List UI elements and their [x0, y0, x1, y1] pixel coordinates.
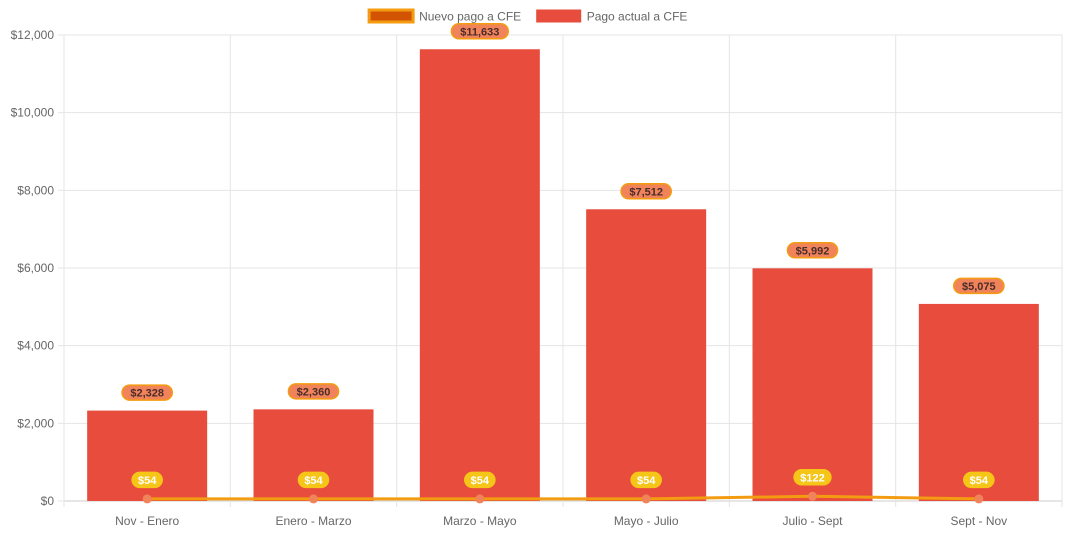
y-tick-label: $8,000 [17, 183, 54, 197]
bar[interactable] [918, 303, 1039, 501]
bar-value-label: $2,328 [130, 388, 164, 400]
line-value-label-bg [793, 469, 832, 486]
line-value-label: $54 [138, 475, 157, 487]
y-tick-label: $12,000 [11, 28, 55, 42]
x-tick-label: Enero - Marzo [275, 514, 351, 528]
x-tick-label: Julio - Sept [782, 514, 843, 528]
bar-value-label: $11,633 [460, 26, 499, 38]
x-axis: Nov - Enero Enero - Marzo Marzo - Mayo Mayo… [115, 514, 1007, 528]
line-point[interactable] [475, 494, 485, 504]
line-point[interactable] [974, 494, 984, 504]
line-point[interactable] [808, 491, 817, 501]
legend: Nuevo pago a CFE Pago actual a CFE [367, 8, 688, 24]
legend-swatch[interactable] [367, 8, 415, 24]
y-tick-label: $6,000 [17, 261, 54, 275]
line-value-label: $54 [637, 475, 656, 487]
line-labels: $54 $54 $54 $54 $122 $54 [131, 469, 995, 489]
bar-value-label: $7,512 [629, 186, 663, 198]
legend-swatch[interactable] [536, 9, 582, 23]
bar[interactable] [752, 268, 873, 501]
bar-value-label-bg [786, 242, 839, 259]
line-value-label-bg [630, 471, 662, 489]
line-point[interactable] [142, 494, 152, 504]
bar[interactable] [419, 49, 540, 502]
y-tick-label: $10,000 [11, 106, 55, 120]
line-point[interactable] [641, 494, 651, 504]
bar-labels: $2,328 $2,360 $11,633 $7,512 $5,992 $5,075 [121, 23, 1005, 401]
line-value-label: $122 [800, 472, 824, 484]
series-line [147, 494, 979, 501]
bar-value-label: $5,075 [962, 281, 996, 293]
grid [63, 34, 1063, 507]
y-tick-label: $2,000 [17, 416, 54, 430]
x-tick-label: Sept - Nov [950, 514, 1007, 528]
line-value-label: $54 [471, 475, 490, 487]
line-value-label-bg [297, 471, 330, 489]
bar-value-label-bg [121, 384, 174, 401]
y-tick-label: $4,000 [17, 339, 54, 353]
bar-value-label: $2,360 [297, 386, 331, 398]
bar-value-label: $5,992 [796, 245, 830, 257]
line-point[interactable] [309, 494, 318, 504]
y-tick-label: $0 [41, 494, 55, 508]
x-tick-label: Mayo - Julio [614, 514, 679, 528]
line-value-label-bg [963, 471, 995, 489]
x-tick-label: Marzo - Mayo [443, 514, 517, 528]
legend-label[interactable]: Pago actual a CFE [587, 10, 688, 24]
line-value-label: $54 [970, 475, 989, 487]
bar-value-label-bg [287, 383, 340, 400]
line-value-label-bg [464, 471, 496, 489]
line-value-label-bg [131, 471, 163, 489]
bar-value-label-bg [450, 23, 510, 40]
y-axis: $0 $2,000 $4,000 $6,000 $8,000 $10,000 $12,000 [11, 28, 64, 508]
line-value-label: $54 [304, 475, 323, 487]
line-series [142, 491, 984, 504]
legend-label[interactable]: Nuevo pago a CFE [419, 10, 521, 24]
bar-value-label-bg [620, 183, 673, 200]
bar[interactable] [586, 209, 707, 501]
x-tick-label: Nov - Enero [115, 514, 179, 528]
bar-value-label-bg [952, 277, 1005, 295]
